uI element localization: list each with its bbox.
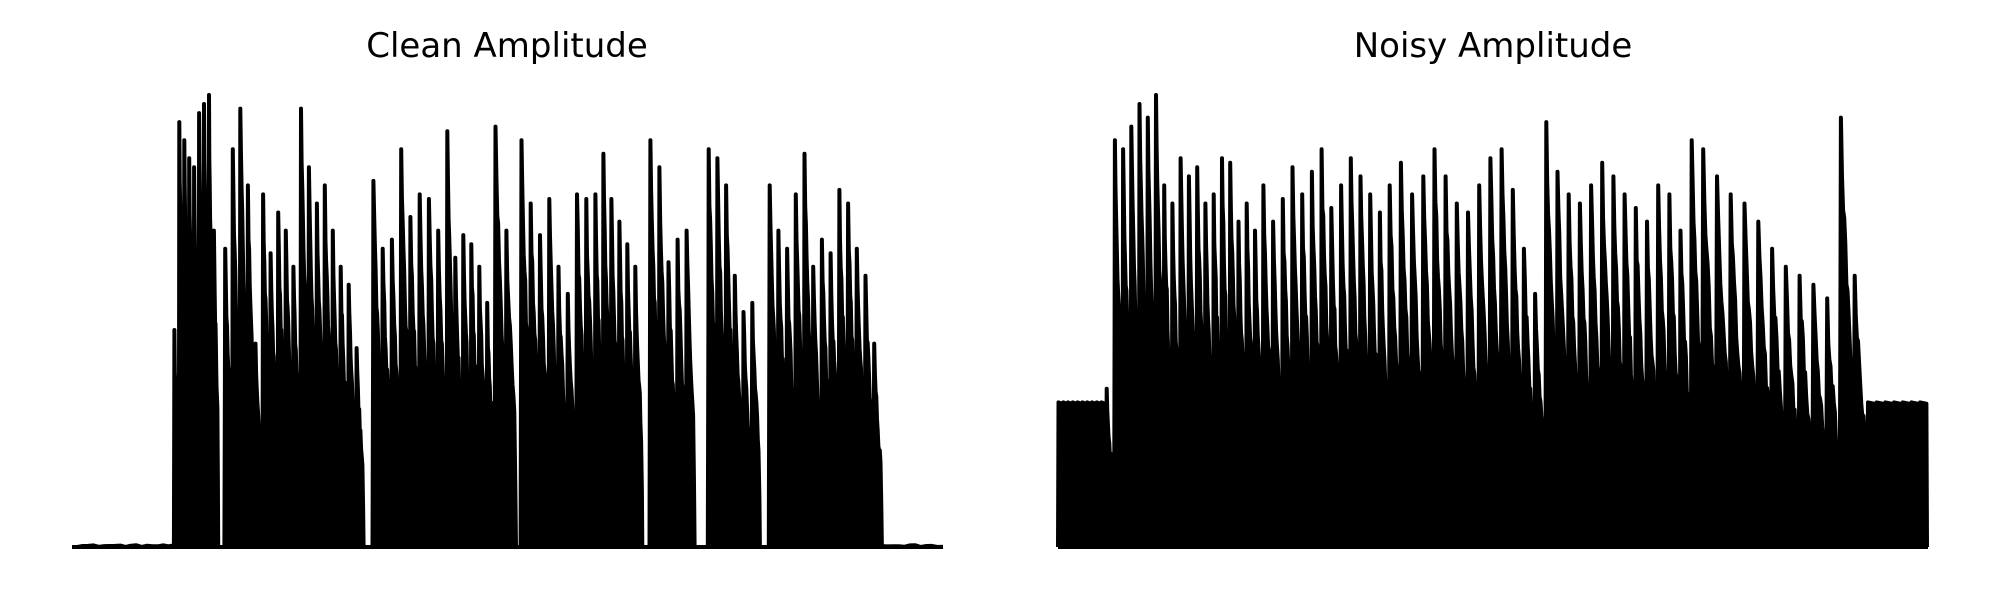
amplitude-area (1058, 95, 1928, 547)
amplitude-line (72, 93, 944, 549)
chart-title-noisy: Noisy Amplitude (1354, 26, 1633, 66)
clean-amplitude-plot (72, 93, 944, 549)
amplitude-line (1056, 93, 1929, 549)
chart-title-clean: Clean Amplitude (366, 26, 648, 66)
noisy-amplitude-plot (1056, 93, 1929, 549)
